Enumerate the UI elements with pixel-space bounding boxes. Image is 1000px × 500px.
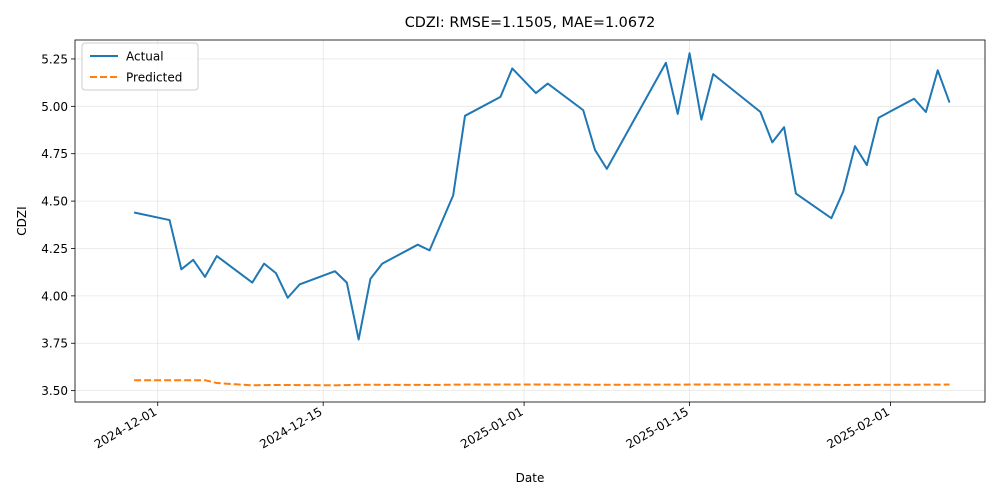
y-tick-label: 4.25 (41, 242, 68, 256)
legend-label-predicted: Predicted (126, 71, 182, 85)
y-tick-label: 4.00 (41, 289, 68, 303)
y-axis-label: CDZI (15, 206, 29, 235)
legend-box (81, 42, 199, 91)
series-lines (133, 52, 951, 387)
y-tick-label: 5.00 (41, 100, 68, 114)
y-tick-label: 3.50 (41, 384, 68, 398)
y-tick-label: 4.75 (41, 147, 68, 161)
y-tick-label: 5.25 (41, 52, 68, 66)
series-line-actual (133, 52, 951, 341)
legend-label-actual: Actual (126, 50, 164, 64)
chart-title: CDZI: RMSE=1.1505, MAE=1.0672 (405, 15, 656, 31)
plot-frame (74, 39, 986, 403)
y-tick-label: 3.75 (41, 337, 68, 351)
grid (75, 40, 985, 402)
x-axis-label: Date (516, 471, 545, 485)
y-axis-ticks: 3.50 3.75 4.00 4.25 4.50 4.75 5.00 5.25 (41, 52, 75, 398)
y-tick-label: 4.50 (41, 195, 68, 209)
legend: Actual Predicted (81, 42, 199, 91)
series-line-predicted (134, 379, 950, 387)
